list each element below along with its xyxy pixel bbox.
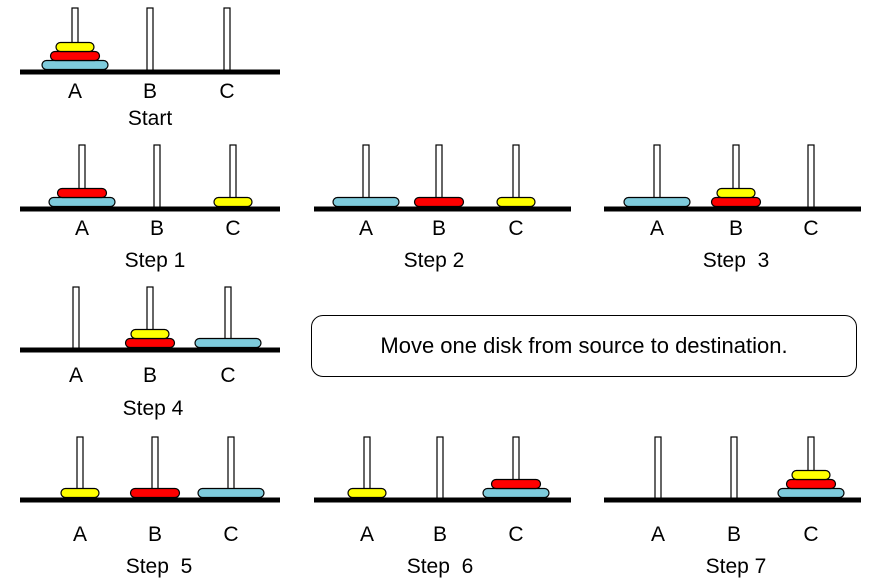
peg-label-c: C: [508, 523, 523, 546]
panel-step-5: A B C Step 5: [20, 436, 280, 578]
peg-label-c: C: [225, 217, 240, 240]
small-disk: [55, 41, 95, 53]
small-disk: [60, 487, 100, 499]
peg-label-a: A: [360, 523, 374, 546]
peg-b: [436, 436, 444, 501]
peg-label-c: C: [803, 217, 818, 240]
small-disk: [213, 196, 253, 208]
peg-label-b: B: [727, 523, 741, 546]
small-disk: [716, 187, 756, 199]
peg-label-c: C: [219, 80, 234, 103]
note-box: Move one disk from source to destination…: [311, 315, 857, 377]
peg-label-b: B: [148, 523, 162, 546]
panel-title: Step 1: [125, 249, 186, 272]
peg-label-b: B: [729, 217, 743, 240]
peg-label-c: C: [220, 364, 235, 387]
peg-label-b: B: [432, 217, 446, 240]
peg-label-a: A: [68, 80, 82, 103]
peg-label-b: B: [143, 364, 157, 387]
peg-label-b: B: [143, 80, 157, 103]
peg-c: [807, 144, 815, 210]
peg-label-a: A: [651, 523, 665, 546]
peg-b: [730, 436, 738, 501]
base: [314, 497, 571, 503]
medium-disk: [56, 187, 108, 199]
panel-step-1: A B C Step 1: [20, 144, 280, 272]
panel-title: Step 5: [126, 555, 193, 578]
small-disk: [130, 328, 170, 340]
base: [604, 497, 861, 503]
panel-step-4: A B C Step 4: [20, 286, 280, 420]
small-disk: [496, 196, 536, 208]
base: [20, 347, 280, 353]
panel-title: Step 6: [407, 555, 474, 578]
panel-title: Step 2: [404, 249, 465, 272]
medium-disk: [710, 196, 762, 208]
base: [20, 497, 280, 503]
small-disk: [791, 469, 831, 481]
peg-label-a: A: [69, 364, 83, 387]
peg-label-a: A: [650, 217, 664, 240]
panel-step-7: A B C Step 7: [604, 436, 861, 578]
large-disk: [623, 196, 691, 208]
note-text: Move one disk from source to destination…: [380, 333, 788, 358]
peg-label-b: B: [433, 523, 447, 546]
peg-c: [223, 7, 231, 73]
medium-disk: [785, 478, 837, 490]
panel-step-3: A B C Step 3: [604, 144, 861, 272]
panel-title: Step 4: [123, 397, 184, 420]
panel-title: Step 7: [706, 555, 767, 578]
peg-label-a: A: [75, 217, 89, 240]
base: [314, 206, 571, 212]
peg-a: [654, 436, 662, 501]
peg-b: [146, 7, 154, 73]
large-disk: [48, 196, 116, 208]
base: [604, 206, 861, 212]
peg-label-a: A: [73, 523, 87, 546]
panel-title: Step 3: [703, 249, 770, 272]
panel-start: A B C Start: [20, 7, 280, 130]
large-disk: [777, 487, 845, 499]
panel-title: Start: [128, 107, 173, 130]
peg-a: [72, 286, 80, 351]
peg-b: [153, 144, 161, 210]
medium-disk: [413, 196, 465, 208]
large-disk: [482, 487, 550, 499]
panel-step-6: A B C Step 6: [314, 436, 571, 578]
peg-label-c: C: [508, 217, 523, 240]
base: [20, 206, 280, 212]
large-disk: [41, 59, 109, 71]
large-disk: [194, 337, 262, 349]
peg-label-c: C: [803, 523, 818, 546]
panel-step-2: A B C Step 2: [314, 144, 571, 272]
medium-disk: [129, 487, 181, 499]
medium-disk: [124, 337, 176, 349]
peg-label-a: A: [359, 217, 373, 240]
medium-disk: [49, 50, 101, 62]
large-disk: [332, 196, 400, 208]
peg-label-b: B: [150, 217, 164, 240]
base: [20, 69, 280, 75]
medium-disk: [490, 478, 542, 490]
peg-label-c: C: [223, 523, 238, 546]
large-disk: [197, 487, 265, 499]
small-disk: [347, 487, 387, 499]
